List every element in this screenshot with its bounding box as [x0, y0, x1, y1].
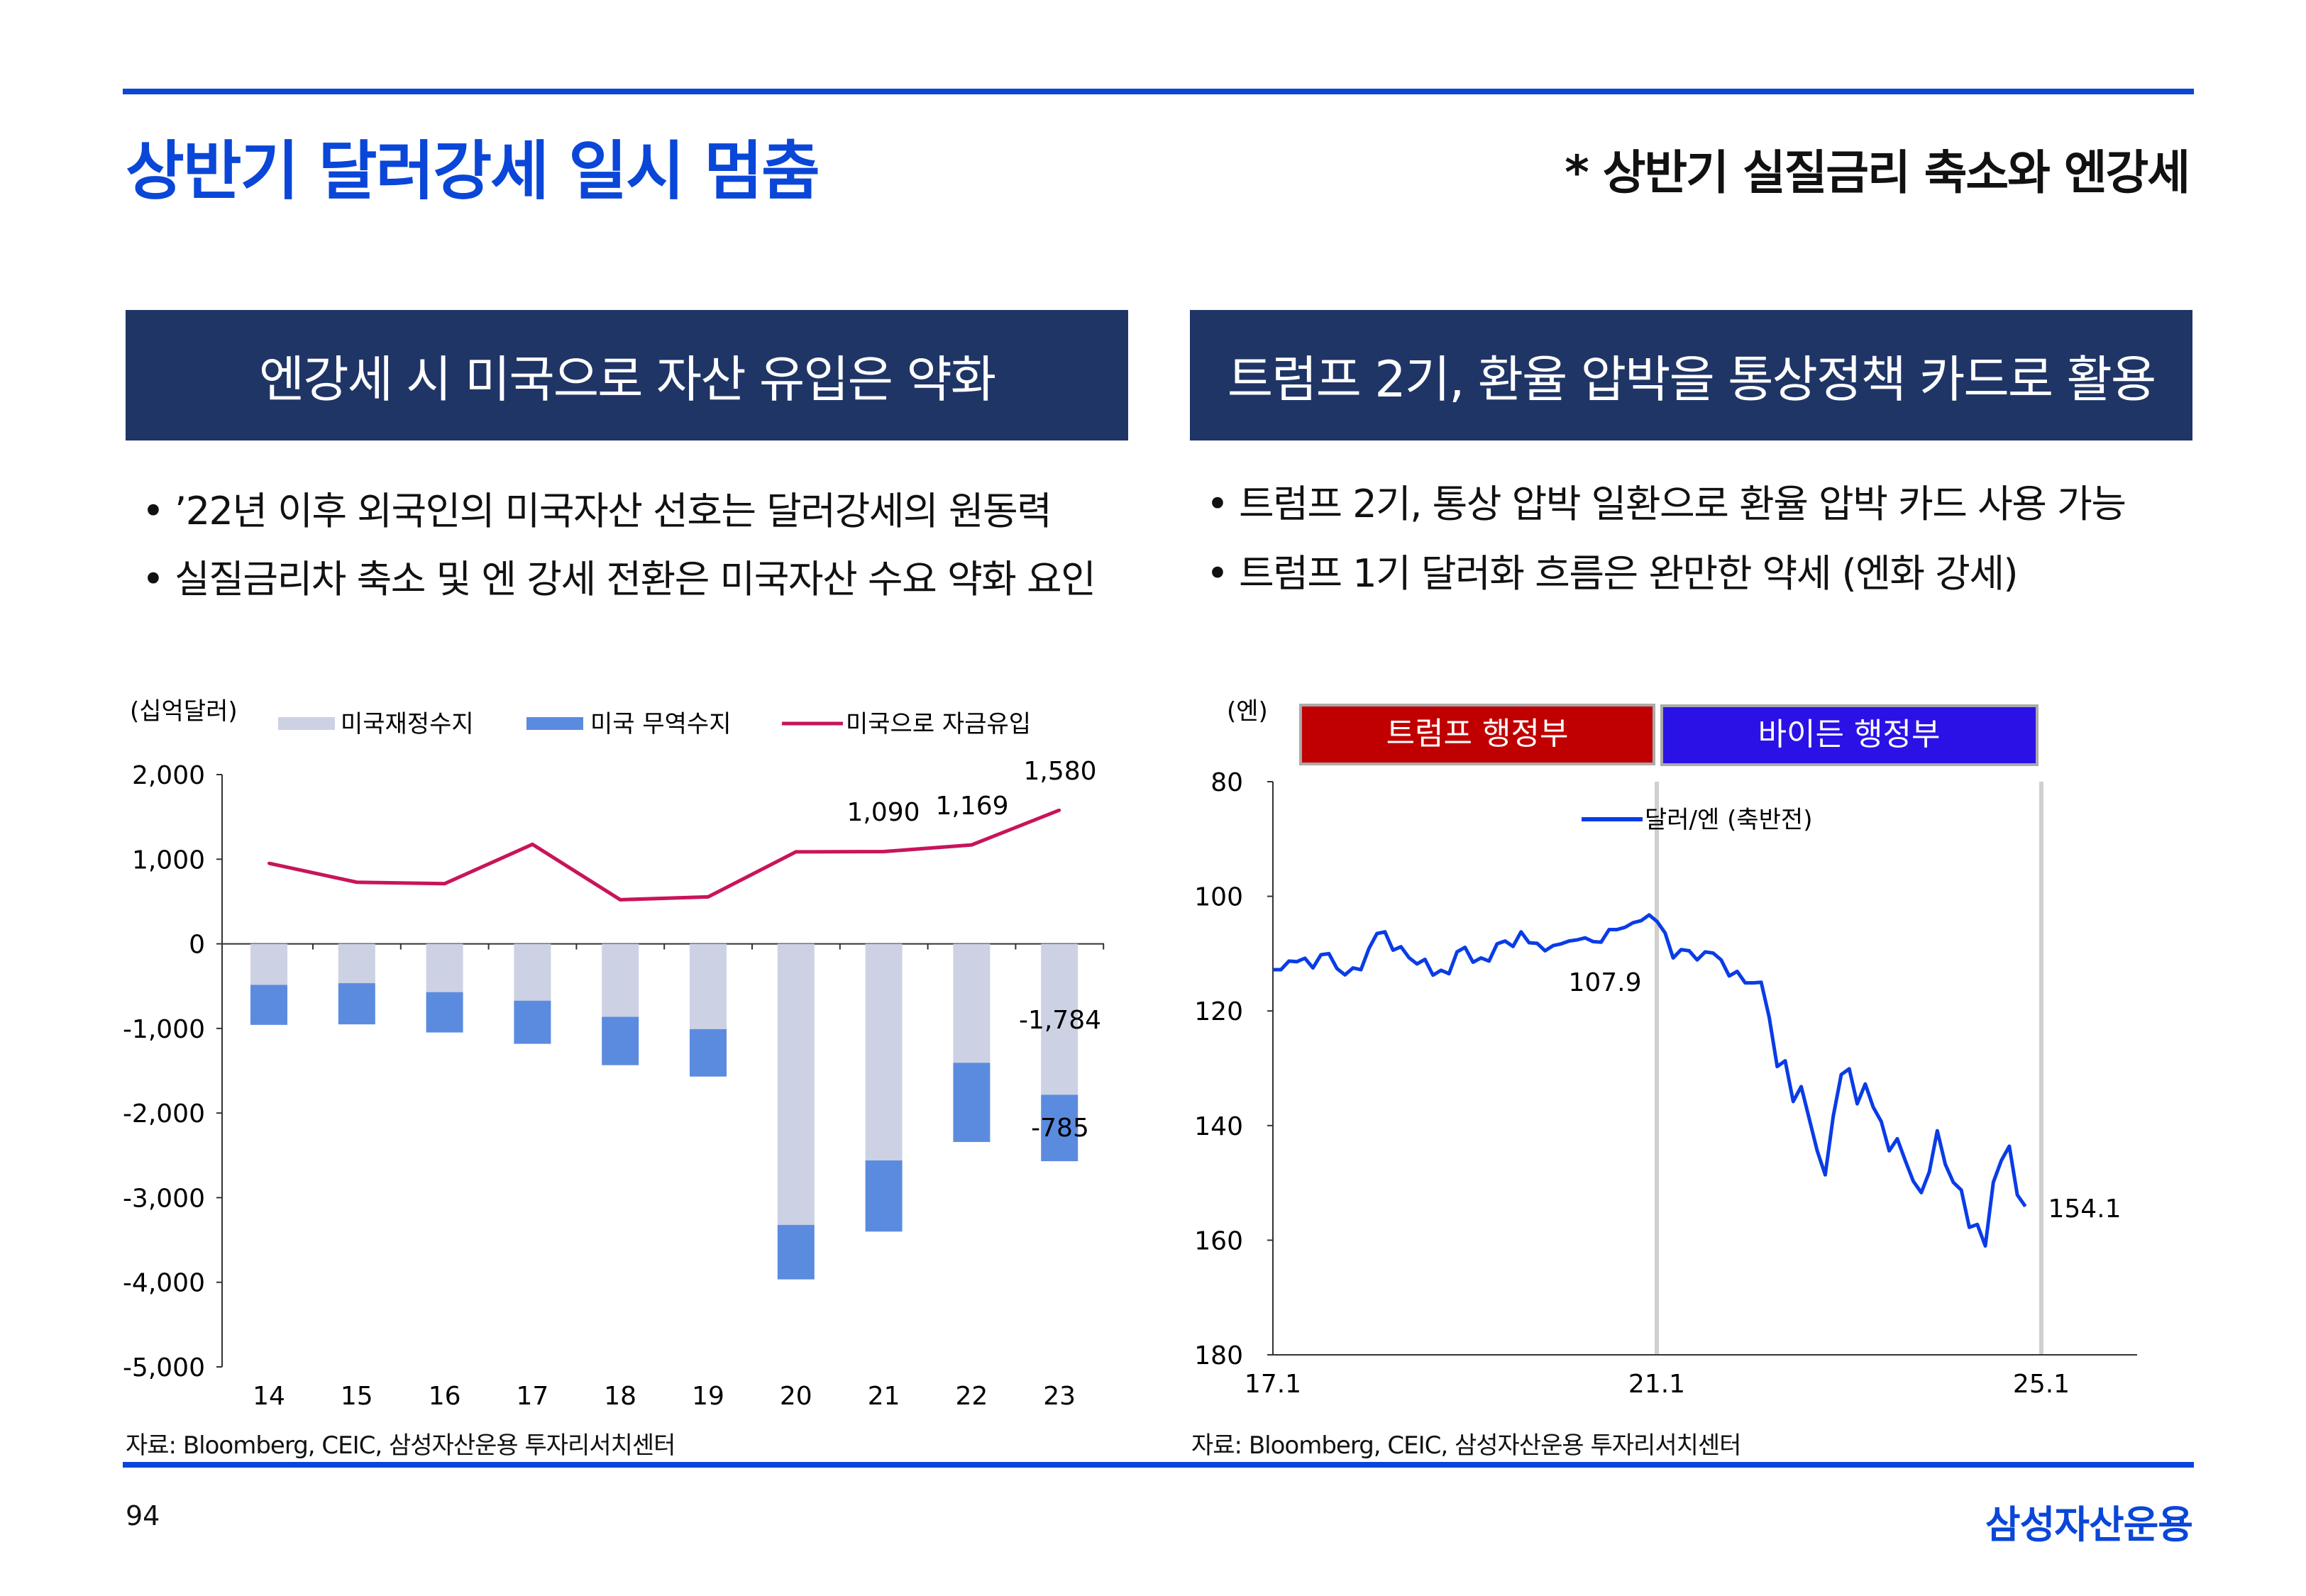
legend-fiscal-swatch	[278, 717, 335, 730]
y-tick-label: -1,000	[123, 1015, 205, 1044]
page-title: 상반기 달러강세 일시 멈춤	[126, 134, 820, 209]
data-label: 1,169	[935, 792, 1008, 821]
page-subtitle: * 상반기 실질금리 축소와 엔강세	[1565, 145, 2190, 200]
data-label: -1,784	[1019, 1006, 1101, 1035]
inflow-point	[794, 850, 798, 853]
fiscal-bar	[250, 943, 287, 985]
fiscal-bar	[865, 943, 903, 1160]
x-tick-label: 21.1	[1628, 1370, 1685, 1399]
trump-period-box	[1299, 704, 1655, 765]
bullet-text: ’22년 이후 외국인의 미국자산 선호는 달러강세의 원동력	[175, 489, 1052, 533]
trade-bar	[777, 1224, 815, 1280]
fiscal-bar	[514, 943, 551, 1001]
usdjpy-line	[1273, 913, 2027, 1248]
y-tick-label: 80	[1210, 768, 1243, 797]
right-bullet-2: • 트럼프 1기 달러화 흐름은 완만한 약세 (엔화 강세)	[1206, 551, 2019, 596]
y-tick-label: 0	[189, 931, 205, 960]
inflow-point	[707, 895, 710, 899]
legend-usdjpy-label: 달러/엔 (축반전)	[1645, 806, 1812, 834]
unit-label: (엔)	[1227, 697, 1268, 726]
x-tick-label: 17	[516, 1382, 548, 1411]
x-tick-label: 23	[1043, 1382, 1076, 1411]
trump-period-label: 트럼프 행정부	[1386, 716, 1569, 752]
data-label: 1,090	[846, 798, 920, 827]
bullet-text: 트럼프 2기, 통상 압박 일환으로 환율 압박 카드 사용 가능	[1239, 482, 2126, 526]
x-tick-label: 15	[341, 1382, 373, 1411]
left-bullet-2: • 실질금리차 축소 및 엔 강세 전환은 미국자산 수요 약화 요인	[142, 557, 1096, 602]
x-tick-label: 19	[692, 1382, 724, 1411]
fiscal-bar	[1041, 943, 1078, 1095]
fiscal-bar	[338, 943, 375, 984]
left-source: 자료: Bloomberg, CEIC, 삼성자산운용 투자리서치센터	[126, 1431, 675, 1460]
y-tick-label: 2,000	[132, 761, 205, 790]
inflow-point	[443, 882, 446, 885]
legend-inflow-label: 미국으로 자금유입	[846, 710, 1031, 738]
x-tick-label: 21	[868, 1382, 900, 1411]
inflow-point	[882, 850, 886, 853]
trade-bar	[338, 983, 375, 1025]
left-bullet-1: • ’22년 이후 외국인의 미국자산 선호는 달러강세의 원동력	[142, 489, 1052, 533]
x-tick-label: 17.1	[1245, 1370, 1301, 1399]
trade-bar	[602, 1016, 639, 1065]
right-bullet-1: • 트럼프 2기, 통상 압박 일환으로 환율 압박 카드 사용 가능	[1206, 482, 2126, 526]
fiscal-bar	[777, 943, 815, 1225]
y-tick-label: -5,000	[123, 1353, 205, 1382]
inflow-point	[355, 880, 358, 884]
y-tick-label: 100	[1194, 883, 1243, 912]
fiscal-bar	[426, 943, 463, 992]
trade-bar	[426, 992, 463, 1033]
inflow-point	[267, 862, 270, 865]
page-number: 94	[126, 1500, 160, 1531]
y-tick-label: -3,000	[123, 1184, 205, 1213]
y-tick-label: 1,000	[132, 846, 205, 875]
inflow-line	[268, 808, 1061, 902]
biden-period-box	[1660, 704, 2039, 766]
bottom-rule	[123, 1462, 2194, 1468]
x-tick-label: 16	[429, 1382, 461, 1411]
data-label: -785	[1031, 1114, 1089, 1143]
inflow-point	[531, 843, 534, 846]
data-label: 107.9	[1568, 968, 1641, 997]
inflow-point	[970, 843, 973, 847]
bullet-text: 트럼프 1기 달러화 흐름은 완만한 약세 (엔화 강세)	[1239, 551, 2019, 596]
trade-bar	[865, 1160, 903, 1232]
fiscal-bar	[690, 943, 727, 1029]
biden-period-label: 바이든 행정부	[1758, 716, 1941, 753]
x-tick-label: 20	[780, 1382, 812, 1411]
y-tick-label: 180	[1194, 1341, 1243, 1370]
y-tick-label: -2,000	[123, 1099, 205, 1129]
y-tick-label: 160	[1194, 1226, 1243, 1256]
x-tick-label: 25.1	[2013, 1370, 2070, 1399]
right-source: 자료: Bloomberg, CEIC, 삼성자산운용 투자리서치센터	[1191, 1431, 1741, 1460]
data-label: 1,580	[1023, 757, 1096, 786]
fiscal-bar	[953, 943, 991, 1063]
y-tick-label: 140	[1194, 1112, 1243, 1141]
bullet-text: 실질금리차 축소 및 엔 강세 전환은 미국자산 수요 약화 요인	[175, 557, 1096, 602]
trade-bar	[514, 1000, 551, 1044]
company-logo: 삼성자산운용	[1985, 1502, 2193, 1547]
left-panel-heading: 엔강세 시 미국으로 자산 유입은 약화	[126, 310, 1128, 440]
inflow-point	[1058, 809, 1061, 812]
fiscal-bar	[602, 943, 639, 1017]
x-tick-label: 22	[955, 1382, 988, 1411]
x-tick-label: 18	[604, 1382, 636, 1411]
top-rule	[123, 89, 2194, 94]
y-tick-label: 120	[1194, 997, 1243, 1026]
trade-bar	[690, 1029, 727, 1077]
x-tick-label: 14	[253, 1382, 285, 1411]
trade-bar	[953, 1063, 991, 1142]
unit-label: (십억달러)	[130, 697, 238, 726]
inflow-point	[619, 898, 622, 902]
legend-trade-swatch	[526, 717, 583, 730]
trade-bar	[1041, 1095, 1078, 1162]
data-label: 154.1	[2048, 1195, 2121, 1224]
trade-bar	[250, 985, 287, 1025]
legend-trade-label: 미국 무역수지	[590, 710, 732, 738]
y-tick-label: -4,000	[123, 1269, 205, 1298]
legend-fiscal-label: 미국재정수지	[341, 710, 474, 738]
right-panel-heading: 트럼프 2기, 환율 압박을 통상정책 카드로 활용	[1190, 310, 2192, 440]
